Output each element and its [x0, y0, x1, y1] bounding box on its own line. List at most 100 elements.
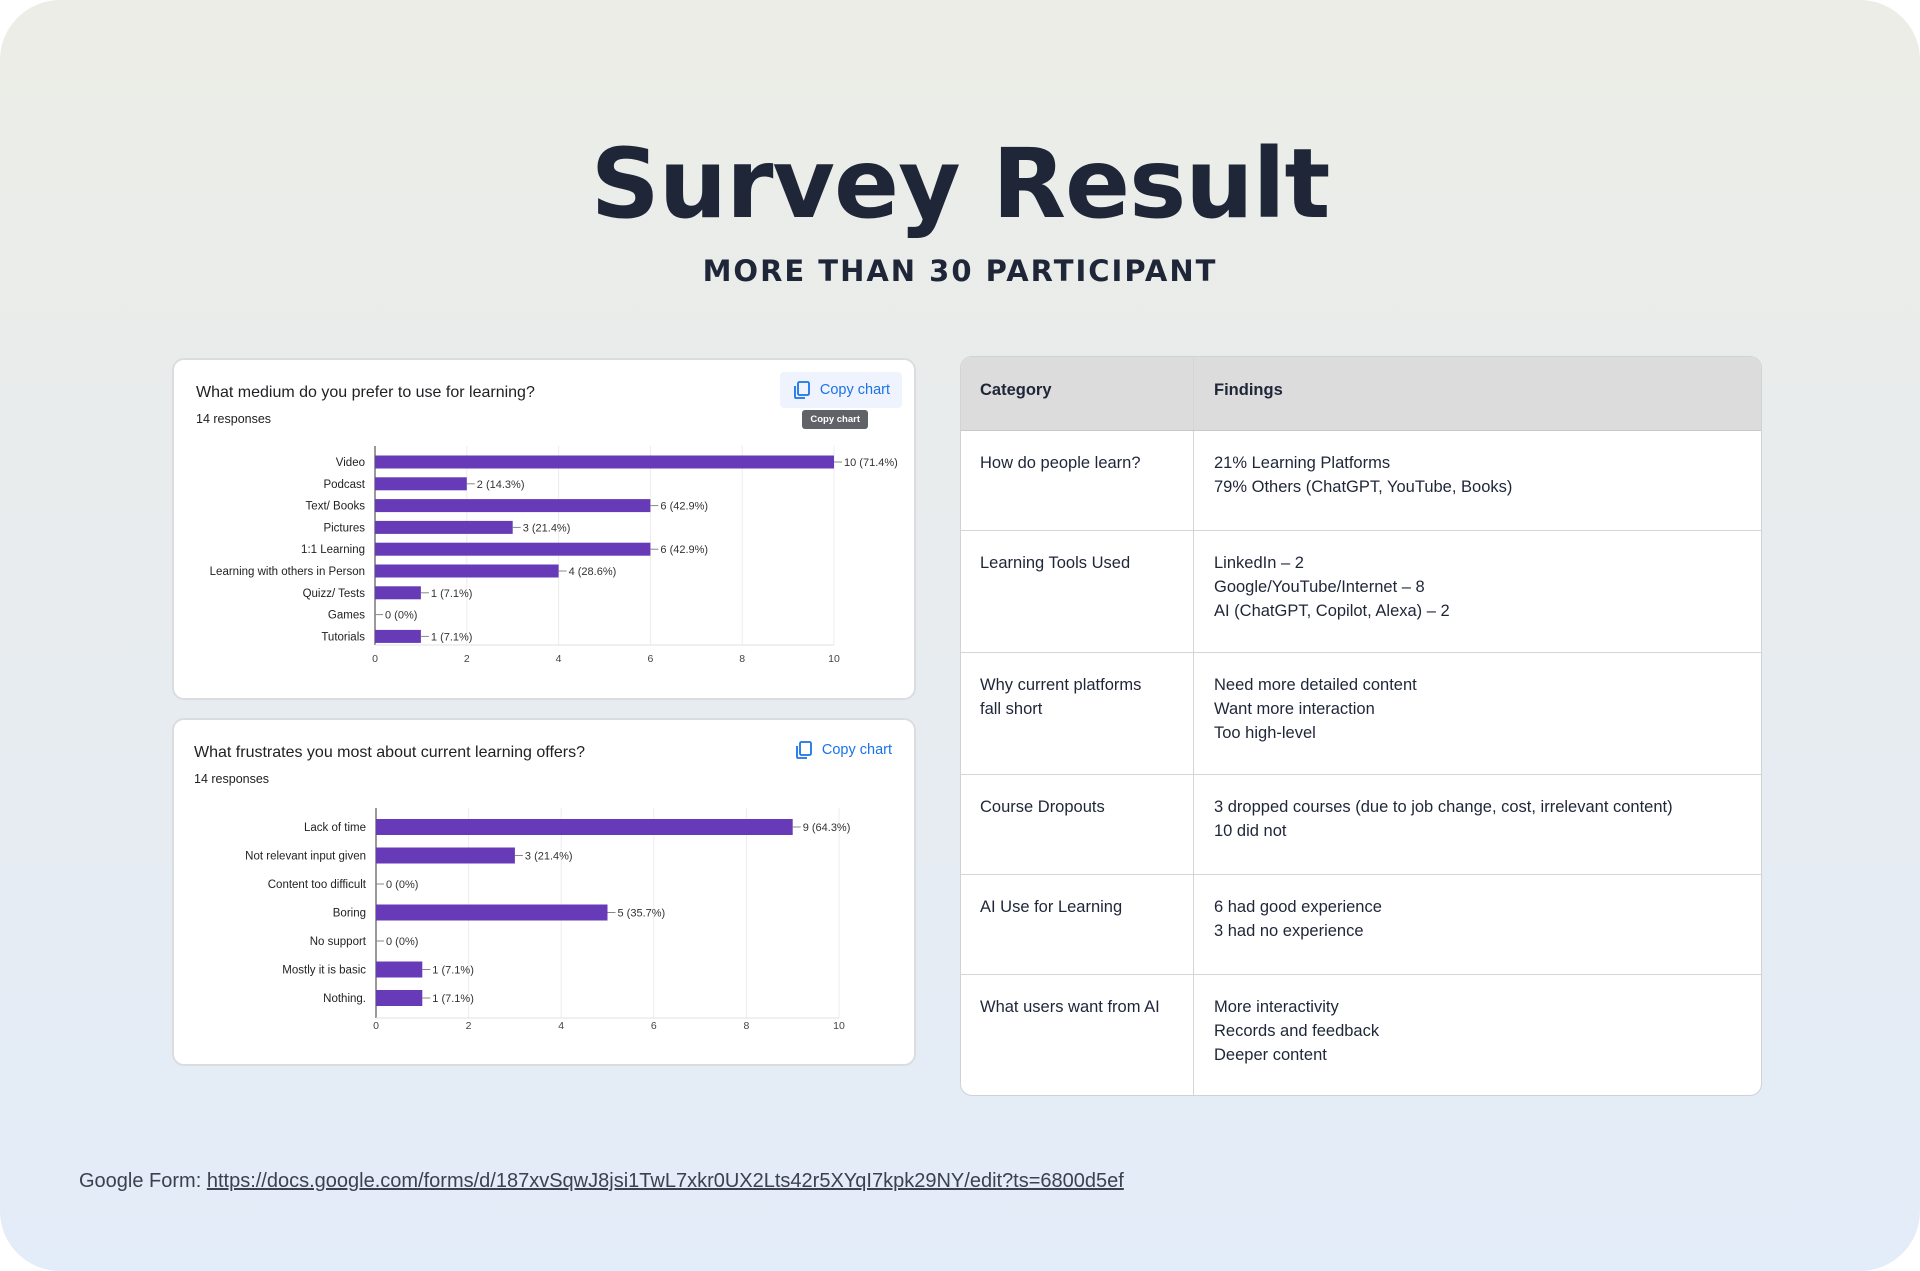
- category-label: Content too difficult: [268, 879, 367, 891]
- findings-table: Category Findings How do people learn? 21…: [960, 356, 1762, 1096]
- finding-text: 6 had good experience: [1214, 898, 1382, 916]
- chart-card-frustrations: What frustrates you most about current l…: [172, 718, 916, 1066]
- x-tick-label: 6: [647, 653, 653, 665]
- copy-chart-button[interactable]: Copy chart: [779, 372, 902, 408]
- findings-cell: Need more detailed content Want more inte…: [1194, 653, 1761, 774]
- finding-text: Records and feedback: [1214, 1022, 1380, 1040]
- category-cell: Course Dropouts: [961, 775, 1194, 874]
- findings-cell: 3 dropped courses (due to job change, co…: [1194, 775, 1761, 874]
- bar: [375, 542, 651, 556]
- chart-frustrations: 0 2 4 6 8 10 Lack of time 9 (64.3%) Not relevant…: [245, 808, 851, 1032]
- chart-learning-medium: 0 2 4 6 8 10 Video 10 (71.4%) Podcast 2 (14.3%) Te…: [210, 446, 898, 665]
- findings-cell: More interactivity Records and feedback De…: [1194, 975, 1761, 1095]
- bar: [376, 904, 608, 921]
- x-tick-label: 6: [651, 1020, 657, 1032]
- header-findings: Findings: [1214, 381, 1283, 399]
- data-label: 0 (0%): [386, 879, 418, 891]
- data-label: 4 (28.6%): [569, 566, 617, 578]
- category-text: AI Use for Learning: [980, 898, 1123, 916]
- data-label: 0 (0%): [385, 610, 417, 622]
- findings-cell: LinkedIn – 2 Google/YouTube/Internet – 8 A…: [1194, 531, 1761, 652]
- finding-text: More interactivity: [1214, 998, 1339, 1016]
- copy-chart-button[interactable]: Copy chart: [782, 732, 904, 768]
- category-label: Nothing.: [323, 993, 366, 1005]
- response-count: 14 responses: [194, 772, 270, 786]
- finding-text: 10 did not: [1214, 822, 1287, 840]
- category-label: No support: [310, 936, 367, 948]
- data-label: 5 (35.7%): [618, 908, 666, 920]
- table-body: How do people learn? 21% Learning Platfor…: [961, 431, 1761, 1095]
- data-label: 0 (0%): [386, 936, 418, 948]
- x-tick-label: 0: [372, 653, 378, 665]
- data-label: 9 (64.3%): [803, 822, 851, 834]
- data-label: 1 (7.1%): [432, 965, 474, 977]
- finding-text: Deeper content: [1214, 1046, 1327, 1064]
- bar: [375, 499, 651, 513]
- table-row: AI Use for Learning 6 had good experience…: [961, 875, 1761, 975]
- finding-text: Too high-level: [1214, 724, 1316, 742]
- header-category: Category: [961, 357, 1194, 430]
- findings-cell: 21% Learning Platforms 79% Others (ChatGP…: [1194, 431, 1761, 530]
- category-label: Not relevant input given: [245, 851, 366, 863]
- x-tick-label: 8: [743, 1020, 749, 1032]
- category-label: Tutorials: [321, 631, 365, 643]
- category-label: Podcast: [323, 479, 365, 491]
- findings-cell: 6 had good experience 3 had no experience: [1194, 875, 1761, 974]
- google-form-link[interactable]: https://docs.google.com/forms/d/187xvSqw…: [206, 1170, 1124, 1192]
- data-label: 3 (21.4%): [523, 522, 571, 534]
- footer: Google Form: https://docs.google.com/for…: [79, 1170, 1124, 1193]
- x-tick-label: 0: [373, 1020, 379, 1032]
- finding-text: 21% Learning Platforms: [1214, 454, 1391, 472]
- category-cell: Why current platforms fall short: [961, 653, 1194, 774]
- finding-text: 79% Others (ChatGPT, YouTube, Books): [1214, 478, 1513, 496]
- finding-text: Want more interaction: [1214, 700, 1375, 718]
- category-cell: Learning Tools Used: [961, 531, 1194, 652]
- x-tick-label: 10: [828, 653, 840, 665]
- bar: [376, 819, 793, 835]
- data-label: 3 (21.4%): [525, 851, 573, 863]
- category-label: Mostly it is basic: [282, 965, 366, 977]
- copy-chart-tooltip: Copy chart: [802, 410, 868, 429]
- bar: [375, 477, 467, 491]
- data-label: 1 (7.1%): [431, 631, 473, 643]
- x-tick-label: 4: [556, 653, 562, 665]
- x-tick-label: 8: [739, 653, 745, 665]
- category-text: fall short: [980, 700, 1043, 718]
- x-tick-label: 2: [466, 1020, 472, 1032]
- category-label: Pictures: [323, 522, 365, 534]
- category-cell: How do people learn?: [961, 431, 1194, 530]
- data-label: 1 (7.1%): [431, 588, 473, 600]
- table-row: What users want from AI More interactivit…: [961, 975, 1761, 1095]
- copy-chart-label: Copy chart: [819, 382, 890, 398]
- response-count: 14 responses: [196, 412, 272, 426]
- bar: [376, 847, 515, 864]
- bar: [375, 629, 421, 643]
- category-text: Why current platforms: [980, 676, 1142, 694]
- category-label: Lack of time: [304, 822, 366, 834]
- copy-icon: [795, 741, 812, 759]
- finding-text: 3 had no experience: [1214, 922, 1364, 940]
- table-row: Course Dropouts 3 dropped courses (due to…: [961, 775, 1761, 875]
- category-text: How do people learn?: [980, 454, 1141, 472]
- finding-text: LinkedIn – 2: [1214, 554, 1304, 572]
- bar: [375, 520, 513, 534]
- data-label: 1 (7.1%): [432, 993, 474, 1005]
- category-label: Games: [328, 610, 365, 622]
- bar: [375, 586, 421, 600]
- category-text: Course Dropouts: [980, 798, 1105, 816]
- x-tick-label: 2: [464, 653, 470, 665]
- category-label: 1:1 Learning: [301, 544, 365, 556]
- finding-text: Google/YouTube/Internet – 8: [1214, 578, 1425, 596]
- chart-card-learning-medium: What medium do you prefer to use for lea…: [172, 358, 916, 700]
- bar: [376, 961, 423, 978]
- table-header: Category Findings: [961, 357, 1761, 431]
- table-row: Learning Tools Used LinkedIn – 2 Google/Yo…: [961, 531, 1761, 653]
- chart-question: What medium do you prefer to use for lea…: [196, 384, 535, 401]
- category-label: Text/ Books: [306, 501, 366, 513]
- data-label: 6 (42.9%): [660, 501, 708, 513]
- page-title: Survey Result: [590, 128, 1331, 240]
- category-text: What users want from AI: [980, 998, 1160, 1016]
- category-cell: AI Use for Learning: [961, 875, 1194, 974]
- x-tick-label: 4: [558, 1020, 564, 1032]
- data-label: 10 (71.4%): [844, 457, 898, 469]
